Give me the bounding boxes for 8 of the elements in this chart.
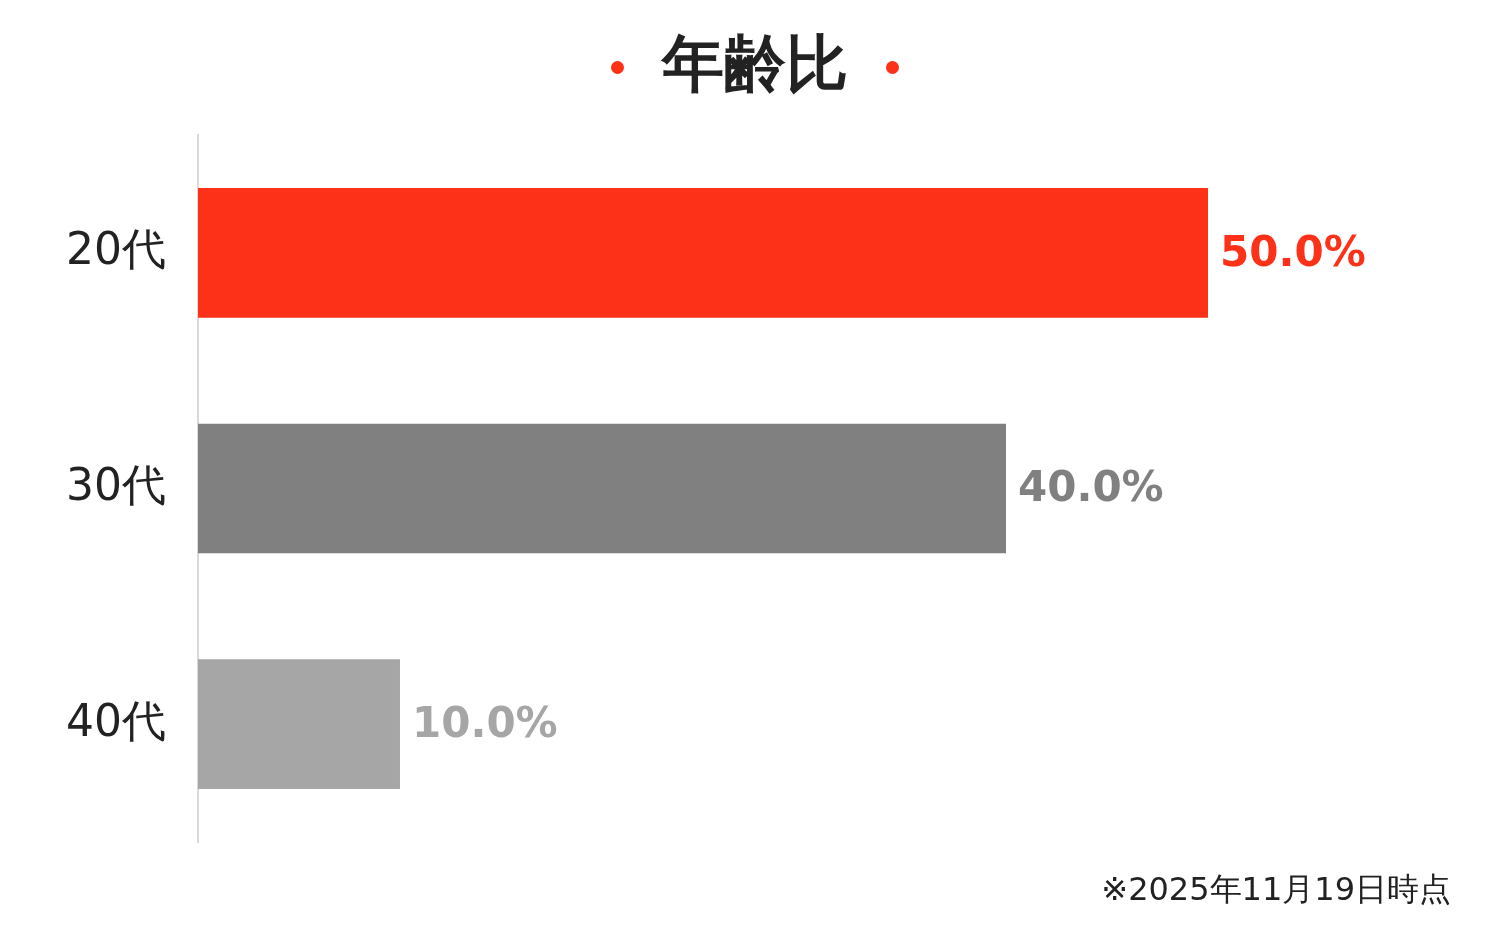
data-label: 50.0% [1220,226,1366,276]
y-tick-label: 20代 [65,223,166,275]
data-label: 40.0% [1018,462,1164,512]
y-tick-label: 40代 [65,694,166,746]
data-label: 10.0% [411,698,558,748]
text: ※2025年11月19日時点 [1101,869,1451,910]
y-tick-label: 30代 [65,458,166,510]
chart-title: 年齢比 [661,27,848,100]
